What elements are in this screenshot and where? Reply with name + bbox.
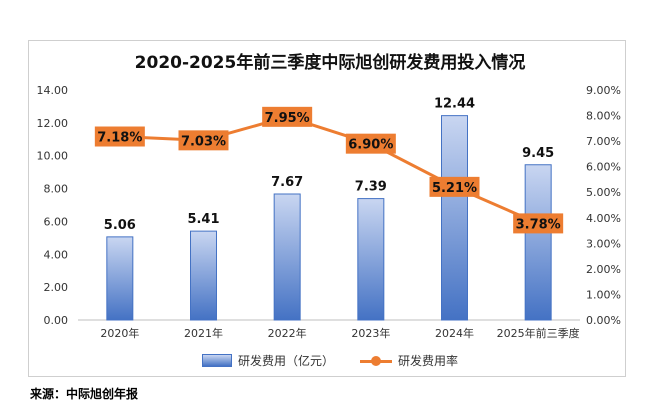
y-left-tick-label: 4.00 <box>44 248 69 261</box>
rate-label-box <box>262 106 313 127</box>
bar <box>106 236 134 321</box>
y-left-tick-label: 12.00 <box>37 117 69 130</box>
y-left-tick-label: 0.00 <box>44 314 69 327</box>
rate-label-box <box>345 133 396 154</box>
x-tick-label: 2024年 <box>435 326 474 340</box>
y-left-tick-label: 6.00 <box>44 215 69 228</box>
legend-item-line: 研发费用率 <box>360 352 458 369</box>
y-right-tick-label: 2.00% <box>586 263 621 276</box>
bar <box>190 230 217 321</box>
y-left-tick-label: 2.00 <box>44 281 69 294</box>
rate-label-box <box>513 213 564 234</box>
x-tick-label: 2021年 <box>184 326 223 340</box>
legend-bar-label: 研发费用（亿元） <box>237 354 334 368</box>
legend-line-label: 研发费用率 <box>398 354 459 368</box>
x-tick-label: 2025年前三季度 <box>497 326 580 340</box>
bar <box>357 198 385 321</box>
rate-value-label: 7.95% <box>265 111 310 126</box>
y-right-tick-label: 1.00% <box>586 288 621 301</box>
x-tick-label: 2023年 <box>351 326 390 340</box>
rate-value-label: 7.03% <box>181 134 226 149</box>
y-left-tick-label: 10.00 <box>37 150 69 163</box>
rate-value-label: 7.18% <box>97 131 142 146</box>
rate-label-box <box>94 126 145 147</box>
bar-value-label: 5.41 <box>187 212 219 227</box>
bar <box>441 115 468 321</box>
chart-title: 2020-2025年前三季度中际旭创研发费用投入情况 <box>134 53 526 73</box>
y-right-tick-label: 8.00% <box>586 110 621 123</box>
bar-value-label: 7.67 <box>271 175 303 190</box>
y-right-tick-label: 7.00% <box>586 135 621 148</box>
bar <box>273 193 301 321</box>
bar-value-label: 5.06 <box>104 218 136 233</box>
rate-label-box <box>178 130 229 151</box>
y-right-tick-label: 9.00% <box>586 84 621 97</box>
legend-item-bar: 研发费用（亿元） <box>201 352 334 369</box>
bar-value-label: 9.45 <box>522 146 554 161</box>
x-tick-label: 2022年 <box>268 326 307 340</box>
y-left-tick-label: 8.00 <box>44 183 69 196</box>
bar-value-label: 7.39 <box>355 180 387 195</box>
legend: 研发费用（亿元） 研发费用率 <box>0 352 660 369</box>
bar-value-label: 12.44 <box>434 97 475 112</box>
source-note: 来源：中际旭创年报 <box>30 387 139 401</box>
y-right-tick-label: 3.00% <box>586 237 621 250</box>
rate-value-label: 6.90% <box>348 138 393 153</box>
rate-label-box <box>429 176 480 197</box>
legend-bar-swatch <box>201 354 232 367</box>
y-right-tick-label: 4.00% <box>586 212 621 225</box>
x-tick-label: 2020年 <box>100 326 139 340</box>
rate-value-label: 3.78% <box>516 217 561 232</box>
y-left-tick-label: 14.00 <box>37 84 69 97</box>
bar <box>524 164 552 321</box>
y-right-tick-label: 5.00% <box>586 186 621 199</box>
rate-value-label: 5.21% <box>432 181 477 196</box>
y-right-tick-label: 6.00% <box>586 161 621 174</box>
legend-line-swatch <box>360 355 392 367</box>
y-right-tick-label: 0.00% <box>586 314 621 327</box>
